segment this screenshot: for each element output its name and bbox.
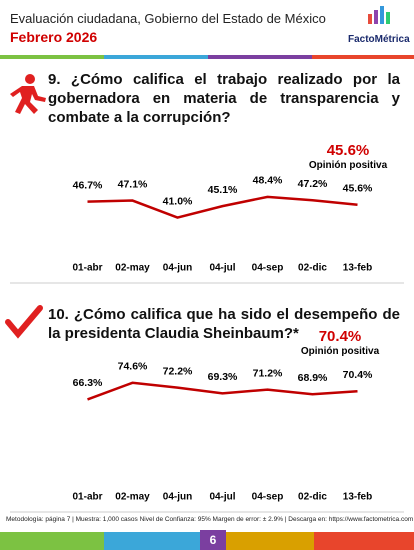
x-tick-label: 02-may [115, 263, 150, 274]
bottom-strip [0, 530, 414, 550]
check-icon [5, 305, 43, 339]
x-tick-label: 02-may [115, 492, 150, 503]
x-tick-label: 01-abr [72, 263, 102, 274]
data-label: 41.0% [163, 195, 193, 207]
data-label: 72.2% [163, 365, 193, 377]
x-tick-label: 04-jun [163, 263, 192, 274]
x-tick-label: 13-feb [343, 492, 372, 503]
data-label: 74.6% [118, 361, 148, 373]
logo: FactoMétrica [348, 34, 410, 45]
question: 10. ¿Cómo califica que ha sido el desemp… [48, 306, 400, 342]
data-label: 69.3% [208, 371, 238, 383]
highlight: 70.4% [318, 328, 362, 345]
data-label: 48.4% [253, 175, 283, 187]
data-label: 71.2% [253, 367, 283, 379]
top-strip [0, 55, 414, 59]
x-tick-label: 01-abr [72, 492, 102, 503]
x-tick-label: 04-jul [209, 492, 235, 503]
data-label: 47.1% [118, 178, 148, 190]
logo-icon [368, 6, 390, 24]
x-tick-label: 04-jun [163, 492, 192, 503]
runner-icon [10, 74, 46, 114]
header-title: Evaluación ciudadana, Gobierno del Estad… [10, 11, 326, 26]
line [87, 381, 358, 401]
data-label: 46.7% [73, 179, 103, 191]
x-tick-label: 04-sep [252, 263, 284, 274]
x-tick-label: 04-jul [209, 263, 235, 274]
x-tick-label: 02-dic [298, 492, 327, 503]
highlight-label: Opinión positiva [308, 160, 388, 171]
x-tick-label: 04-sep [252, 492, 284, 503]
data-label: 66.3% [73, 377, 103, 389]
data-label: 45.6% [343, 183, 373, 195]
x-tick-label: 02-dic [298, 263, 327, 274]
data-label: 70.4% [343, 369, 373, 381]
question: 9. ¿Cómo califica el trabajo realizado p… [48, 71, 400, 126]
x-tick-label: 13-feb [343, 263, 372, 274]
line [87, 195, 358, 219]
data-label: 68.9% [298, 372, 328, 384]
page-number: 6 [210, 533, 217, 547]
header-subtitle: Febrero 2026 [10, 29, 98, 45]
highlight: 45.6% [326, 142, 370, 159]
data-label: 45.1% [208, 184, 238, 196]
highlight-label: Opinión positiva [300, 346, 380, 357]
footer-note: Metodología: página 7 | Muestra: 1,000 c… [6, 516, 414, 523]
data-label: 47.2% [298, 178, 328, 190]
